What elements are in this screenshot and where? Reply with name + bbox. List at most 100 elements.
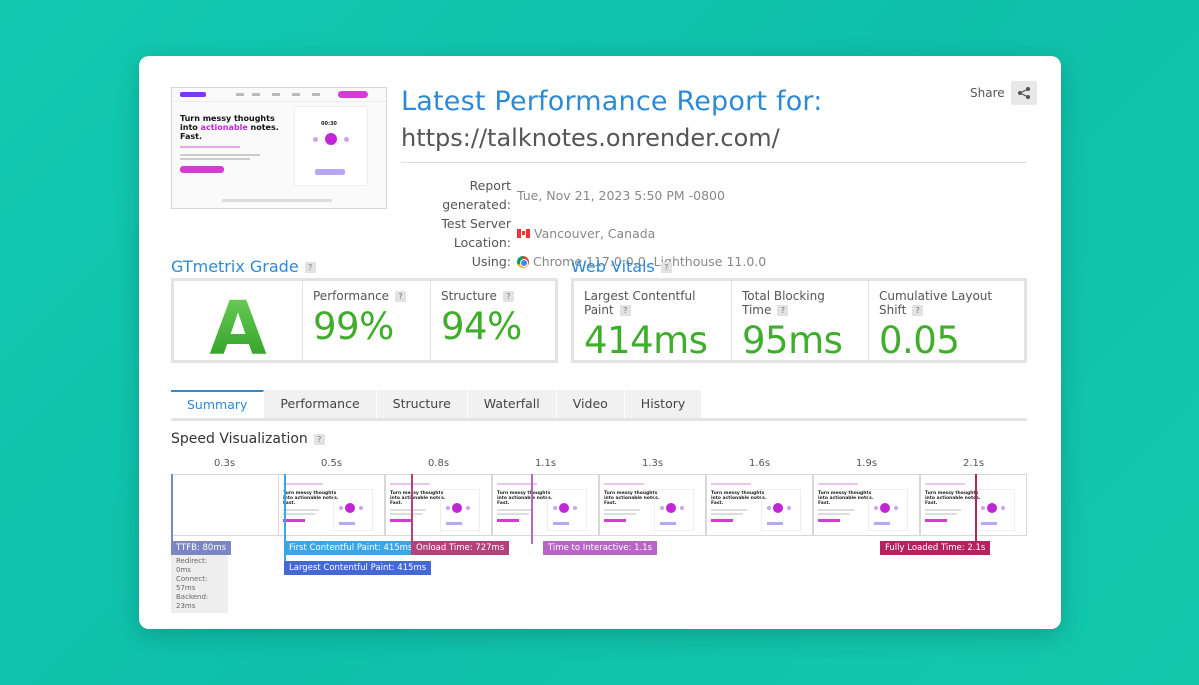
filmstrip-frame[interactable]: Turn messy thoughts into actionable notes… [920, 474, 1027, 536]
share-control[interactable]: Share [970, 81, 1037, 105]
thumb-navbar [172, 88, 386, 102]
web-vitals-title: Web Vitals? [571, 257, 672, 276]
filmstrip-frame[interactable]: Turn messy thoughts into actionable notes… [278, 474, 385, 536]
performance-label: Performance? [313, 289, 420, 303]
share-icon [1017, 87, 1030, 99]
filmstrip-frame[interactable]: Turn messy thoughts into actionable notes… [492, 474, 599, 536]
fcp-line [284, 474, 286, 564]
help-icon[interactable]: ? [313, 433, 325, 445]
frame-time: 1.6s [748, 458, 771, 469]
lcp-marker[interactable]: Largest Contentful Paint: 415ms [284, 561, 432, 575]
filmstrip-frame[interactable]: Turn messy thoughts into actionable notes… [706, 474, 813, 536]
filmstrip-frame-blank[interactable] [171, 474, 278, 536]
cls-label: Cumulative Layout Shift? [879, 289, 993, 317]
help-icon[interactable]: ? [395, 291, 407, 302]
tab-structure[interactable]: Structure [376, 390, 468, 418]
frame-time: 2.1s [962, 458, 985, 469]
meta-value: Vancouver, Canada [517, 214, 655, 252]
onload-marker[interactable]: Onload Time: 727ms [411, 541, 510, 555]
cls-value: 0.05 [879, 319, 960, 362]
thumb-record-dot [325, 133, 337, 145]
chrome-icon [517, 255, 529, 268]
frame-time: 0.3s [213, 458, 236, 469]
tab-summary[interactable]: Summary [171, 390, 265, 418]
thumb-logos-row [222, 199, 332, 202]
report-url[interactable]: https://talknotes.onrender.com/ [401, 124, 780, 152]
filmstrip-frame[interactable]: Turn messy thoughts into actionable notes… [385, 474, 492, 536]
gtmetrix-grade-box: A Performance? 99% Structure? 94% [171, 278, 558, 366]
grade-cell: A [174, 281, 302, 366]
report-card: Turn messy thoughts into actionable note… [139, 56, 1061, 629]
thumb-cta-button [180, 166, 224, 173]
report-tabs: Summary Performance Structure Waterfall … [171, 390, 1027, 421]
frame-time: 1.1s [534, 458, 557, 469]
web-vitals-box: Largest Contentful Paint? 414ms Total Bl… [571, 278, 1027, 363]
meta-value: Tue, Nov 21, 2023 5:50 PM -0800 [517, 187, 725, 203]
frame-time: 1.9s [855, 458, 878, 469]
ttfb-marker[interactable]: TTFB: 80ms [171, 541, 232, 555]
thumb-nav-button [338, 91, 368, 98]
meta-row-using: Using: Chrome 117.0.0.0, Lighthouse 11.0… [401, 252, 766, 271]
help-icon[interactable]: ? [660, 262, 672, 273]
structure-value: 94% [441, 305, 522, 348]
help-icon[interactable]: ? [304, 262, 316, 273]
meta-row-generated: Report generated: Tue, Nov 21, 2023 5:50… [401, 176, 766, 214]
filmstrip-frame[interactable]: Turn messy thoughts into actionable notes… [813, 474, 920, 536]
tab-waterfall[interactable]: Waterfall [467, 390, 557, 418]
meta-value: Chrome 117.0.0.0, Lighthouse 11.0.0 [517, 252, 766, 271]
thumb-subline [180, 146, 240, 148]
structure-cell: Structure? 94% [430, 281, 555, 360]
grade-letter: A [184, 289, 292, 366]
meta-row-location: Test Server Location: Vancouver, Canada [401, 214, 766, 252]
gtmetrix-grade-title: GTmetrix Grade? [171, 257, 316, 276]
thumb-recorder-panel: 00:30 [294, 106, 368, 186]
fully-loaded-marker[interactable]: Fully Loaded Time: 2.1s [880, 541, 991, 555]
tti-marker[interactable]: Time to Interactive: 1.1s [543, 541, 658, 555]
canada-flag-icon [517, 228, 530, 238]
ttfb-breakdown: Redirect: 0ms Connect: 57ms Backend: 23m… [171, 555, 228, 613]
meta-key: Report generated: [442, 178, 511, 212]
filmstrip: Turn messy thoughts into actionable notes… [171, 474, 1027, 536]
thumb-nav-link [292, 93, 300, 96]
help-icon[interactable]: ? [619, 305, 631, 316]
page-screenshot-thumbnail[interactable]: Turn messy thoughts into actionable note… [171, 87, 387, 209]
thumb-timer: 00:30 [321, 121, 337, 127]
performance-cell: Performance? 99% [302, 281, 430, 360]
help-icon[interactable]: ? [777, 305, 789, 316]
thumb-headline-3: Fast. [180, 132, 203, 141]
thumb-nav-link [252, 93, 260, 96]
filmstrip-times: 0.3s 0.5s 0.8s 1.1s 1.3s 1.6s 1.9s 2.1s [171, 458, 1027, 472]
report-meta: Report generated: Tue, Nov 21, 2023 5:50… [401, 176, 766, 271]
tbt-value: 95ms [742, 319, 843, 362]
meta-key: Using: [471, 254, 511, 269]
lcp-cell: Largest Contentful Paint? 414ms [574, 281, 731, 362]
thumb-panel-bar [315, 169, 345, 175]
tab-performance[interactable]: Performance [264, 390, 377, 418]
share-label: Share [970, 86, 1005, 100]
tti-line [531, 474, 533, 544]
filmstrip-frame[interactable]: Turn messy thoughts into actionable notes… [599, 474, 706, 536]
thumb-headline-1: Turn messy thoughts [180, 114, 275, 123]
thumb-side-dot [344, 137, 349, 142]
share-button[interactable] [1010, 81, 1037, 105]
fully-loaded-line [975, 474, 977, 544]
meta-key: Test Server Location: [441, 216, 511, 250]
frame-time: 1.3s [641, 458, 664, 469]
help-icon[interactable]: ? [912, 305, 924, 316]
lcp-value: 414ms [584, 319, 708, 362]
tbt-cell: Total Blocking Time? 95ms [731, 281, 868, 362]
thumb-headline-2: into actionable notes. [180, 123, 279, 132]
thumb-text-line [180, 158, 250, 160]
frame-time: 0.8s [427, 458, 450, 469]
tab-video[interactable]: Video [556, 390, 625, 418]
structure-label: Structure? [441, 289, 545, 303]
header-divider [401, 162, 1026, 163]
thumb-nav-link [236, 93, 244, 96]
thumb-logo [180, 92, 206, 97]
ttfb-line [171, 474, 173, 544]
fcp-marker[interactable]: First Contentful Paint: 415ms [284, 541, 418, 555]
tbt-label: Total Blocking Time? [742, 289, 825, 317]
help-icon[interactable]: ? [502, 291, 514, 302]
thumb-side-dot [313, 137, 318, 142]
tab-history[interactable]: History [624, 390, 703, 418]
